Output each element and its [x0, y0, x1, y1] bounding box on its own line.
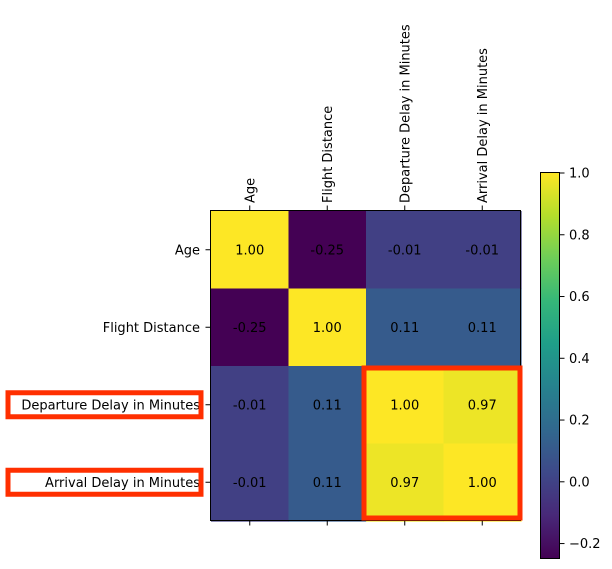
colorbar-gradient: [540, 172, 560, 559]
cell-value-label: 1.00: [468, 476, 497, 491]
heatmap-cell: [288, 288, 367, 367]
cell-value-label: 0.11: [468, 321, 497, 336]
y-tick-label: Flight Distance: [103, 321, 200, 336]
cell-value-label: 0.11: [390, 321, 419, 336]
heatmap-cell: [366, 366, 445, 445]
y-axis: Age Flight Distance Departure Delay in Min…: [21, 243, 211, 491]
highlight-box-row-label: [5, 467, 204, 497]
colorbar-tick-label: 0.2: [569, 414, 590, 429]
cell-value-label: 1.00: [235, 243, 264, 258]
colorbar: −0.2 0.0 0.2 0.4 0.6 0.8 1.0: [540, 167, 601, 559]
highlight-box-row-label: [5, 390, 204, 420]
heatmap-cell: [288, 211, 367, 290]
colorbar-tick-label: −0.2: [569, 537, 601, 552]
cell-value-label: -0.01: [233, 398, 267, 413]
y-tick-label: Departure Delay in Minutes: [21, 398, 200, 413]
cell-value-label: -0.25: [310, 243, 344, 258]
x-tick-label: Departure Delay in Minutes: [398, 24, 413, 203]
cell-value-label: -0.01: [388, 243, 422, 258]
cell-value-label: 0.11: [313, 398, 342, 413]
cell-value-label: 1.00: [313, 321, 342, 336]
x-tick-label: Flight Distance: [321, 106, 336, 203]
colorbar-tick-label: 0.4: [569, 352, 590, 367]
heatmap-cell: [211, 443, 290, 522]
colorbar-ticks: −0.2 0.0 0.2 0.4 0.6 0.8 1.0: [559, 167, 601, 552]
heatmap-cell: [443, 288, 522, 367]
heatmap-cell: [211, 211, 290, 290]
heatmap-cell: [211, 288, 290, 367]
cell-value-label: -0.01: [233, 476, 267, 491]
heatmap-cell: [366, 443, 445, 522]
heatmap-cell: [288, 366, 367, 445]
y-tick-label: Age: [175, 243, 200, 258]
colorbar-tick-label: 0.6: [569, 290, 590, 305]
cell-value-label: -0.25: [233, 321, 267, 336]
heatmap-cell: [366, 288, 445, 367]
heatmap-cell: [443, 366, 522, 445]
cell-value-label: 1.00: [390, 398, 419, 413]
heatmap-cell: [443, 211, 522, 290]
heatmap-cell-labels: 1.00 -0.25 -0.01 -0.01 -0.25 1.00 0.11 0.11 -0.0…: [233, 243, 499, 491]
x-tick-label: Arrival Delay in Minutes: [476, 48, 491, 203]
colorbar-tick-label: 1.0: [569, 167, 590, 182]
cell-value-label: 0.97: [390, 476, 419, 491]
cell-value-label: 0.11: [313, 476, 342, 491]
highlight-box-cells: [361, 365, 523, 521]
heatmap-cell: [288, 443, 367, 522]
y-tick-label: Arrival Delay in Minutes: [45, 476, 200, 491]
colorbar-tick-label: 0.0: [569, 475, 590, 490]
heatmap-cell: [211, 366, 290, 445]
colorbar-tick-label: 0.8: [569, 228, 590, 243]
cell-value-label: 0.97: [468, 398, 497, 413]
cell-value-label: -0.01: [465, 243, 499, 258]
highlight-annotations: [5, 365, 523, 521]
heatmap-cell: [366, 211, 445, 290]
heatmap-cell: [443, 443, 522, 522]
x-tick-label: Age: [243, 178, 258, 203]
x-axis: Age Flight Distance Departure Delay in Min…: [243, 24, 491, 526]
heatmap-cells: [211, 211, 522, 522]
